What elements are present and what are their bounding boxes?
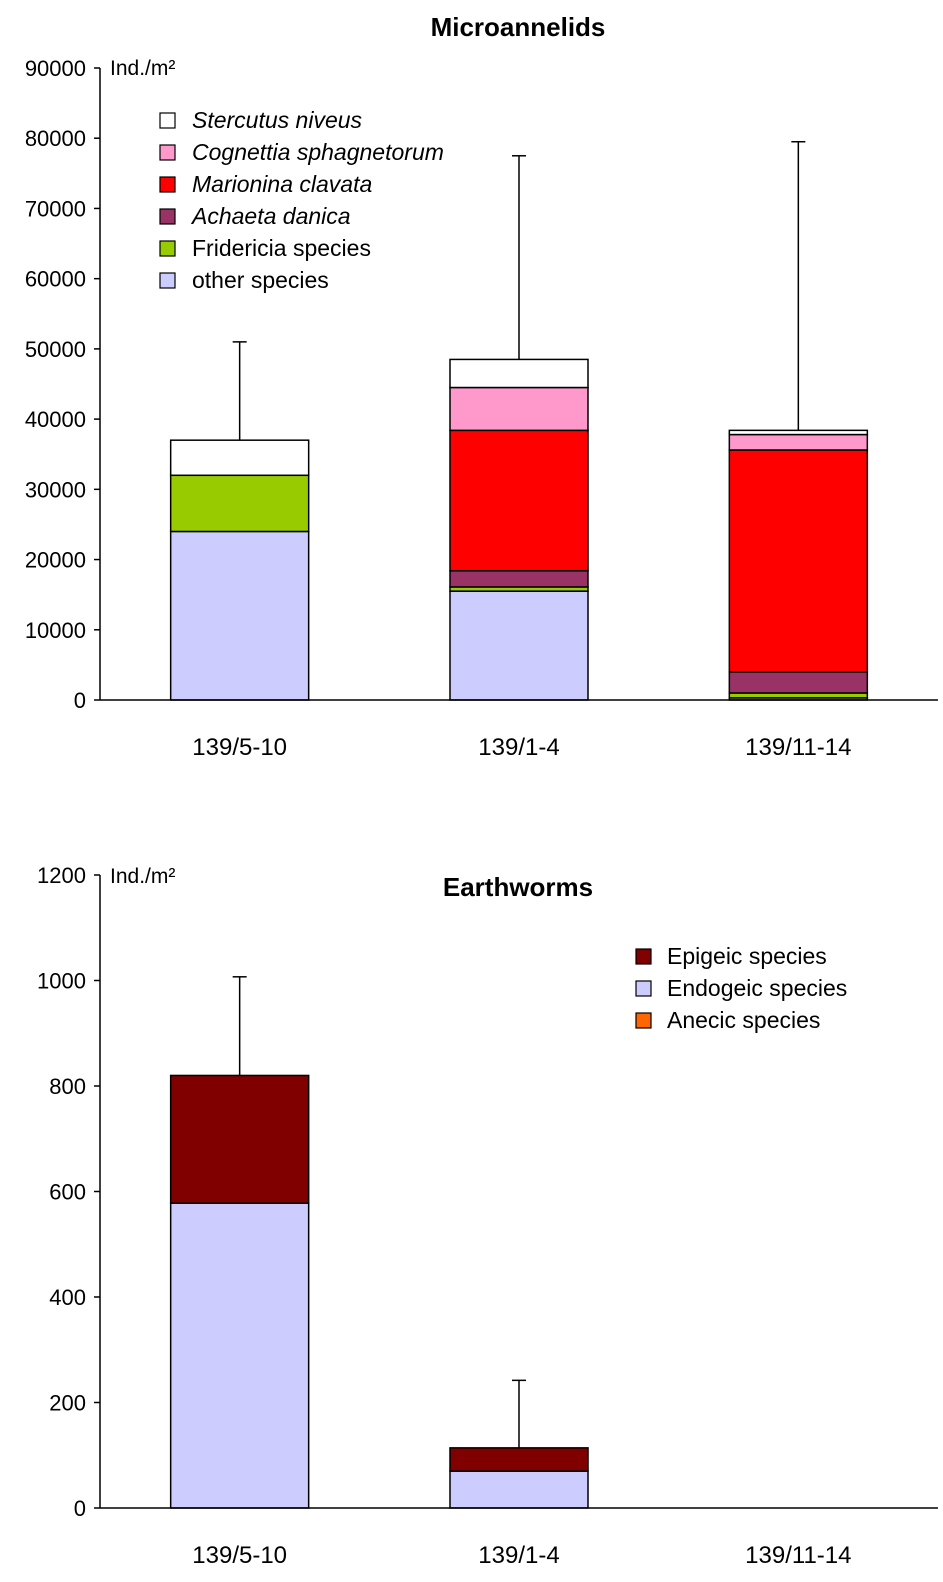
bar-segment — [449, 570, 589, 588]
legend-swatch — [159, 272, 176, 289]
x-tick-label: 139/5-10 — [192, 1542, 287, 1569]
bar-segment — [169, 1074, 310, 1204]
legend-label: Stercutus niveus — [192, 107, 363, 133]
legend-label: Endogeic species — [667, 975, 847, 1001]
chart-title: Earthworms — [443, 872, 593, 902]
legend-label: Epigeic species — [667, 943, 827, 969]
y-tick-label: 80000 — [25, 126, 86, 151]
x-tick-label: 139/1-4 — [478, 1542, 559, 1569]
y-tick-label: 20000 — [25, 548, 86, 573]
legend-label: other species — [192, 267, 329, 293]
legend-swatch — [635, 1012, 652, 1029]
y-tick-label: 50000 — [25, 337, 86, 362]
legend-label: Fridericia species — [192, 235, 371, 261]
y-tick-label: 400 — [49, 1285, 86, 1310]
bar-segment — [449, 1447, 589, 1472]
bar-segment — [169, 439, 310, 477]
legend-swatch — [159, 112, 176, 129]
bar-segment — [728, 433, 869, 451]
x-tick-label: 139/11-14 — [745, 1542, 851, 1569]
y-tick-label: 0 — [74, 688, 86, 713]
legend-swatch — [635, 948, 652, 965]
y-tick-label: 200 — [49, 1391, 86, 1416]
microannelids-chart: Microannelids Ind./m² 139/5-10 139/1-4 139/1… — [25, 12, 938, 761]
x-tick-label: 139/5-10 — [192, 734, 287, 761]
legend-swatch — [159, 208, 176, 225]
x-tick-label: 139/11-14 — [745, 734, 851, 761]
chart-title: Microannelids — [431, 12, 606, 42]
earthworms-chart: Earthworms Ind./m² 139/5-10 139/1-4 139/11-1… — [37, 863, 938, 1569]
y-axis-unit-label: Ind./m² — [110, 865, 175, 888]
bar-segment — [449, 590, 589, 701]
y-tick-label: 70000 — [25, 196, 86, 221]
bar-segment — [449, 1470, 589, 1509]
bar-segment — [728, 449, 869, 673]
x-tick-label: 139/1-4 — [478, 734, 559, 761]
bar-segment — [728, 671, 869, 694]
y-tick-label: 1000 — [37, 969, 86, 994]
y-tick-label: 0 — [74, 1496, 86, 1521]
y-tick-label: 90000 — [25, 56, 86, 81]
y-tick-label: 30000 — [25, 477, 86, 502]
y-tick-label: 10000 — [25, 618, 86, 643]
bar-segment — [169, 1202, 310, 1509]
legend-label: Anecic species — [667, 1007, 820, 1033]
bar-segment — [449, 386, 589, 432]
legend-swatch — [159, 240, 176, 257]
y-tick-label: 40000 — [25, 407, 86, 432]
bar-segment — [169, 474, 310, 533]
y-tick-label: 1200 — [37, 863, 86, 888]
bar-segment — [449, 429, 589, 572]
legend-label: Achaeta danica — [190, 203, 351, 229]
bar-segment — [449, 358, 589, 389]
bar-segment — [728, 429, 869, 436]
bar-segment — [169, 530, 310, 701]
legend-label: Marionina clavata — [192, 171, 372, 197]
y-tick-label: 800 — [49, 1074, 86, 1099]
y-tick-label: 60000 — [25, 267, 86, 292]
legend-swatch — [635, 980, 652, 997]
legend-label: Cognettia sphagnetorum — [192, 139, 444, 165]
y-axis-unit-label: Ind./m² — [110, 57, 175, 80]
legend-swatch — [159, 144, 176, 161]
legend-swatch — [159, 176, 176, 193]
y-tick-label: 600 — [49, 1180, 86, 1205]
